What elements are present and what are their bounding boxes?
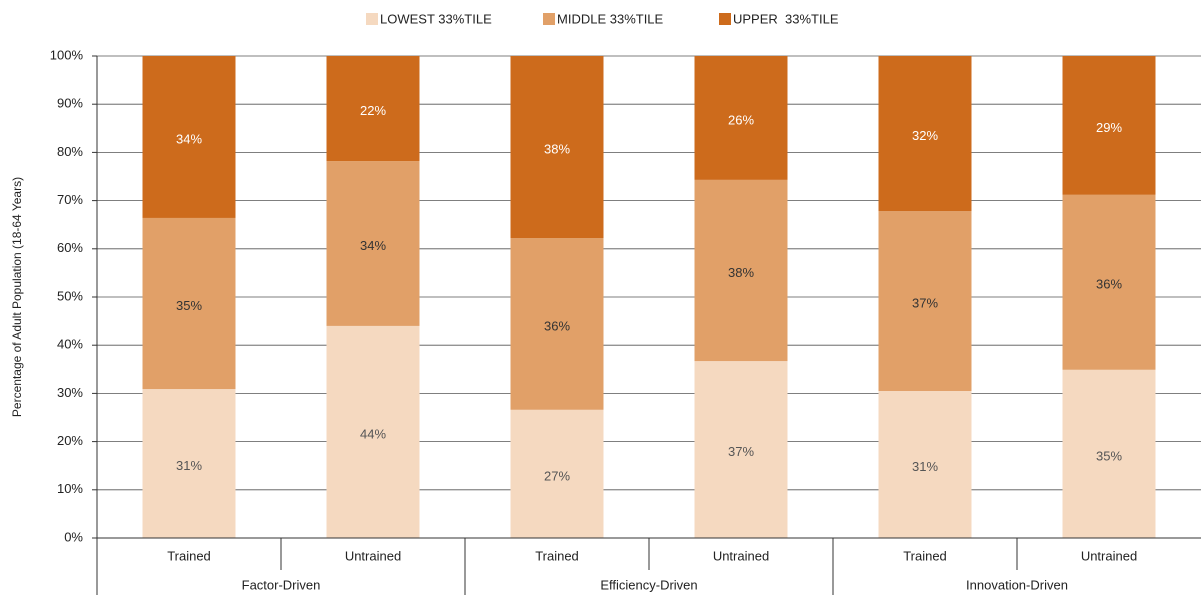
data-label: 34% bbox=[176, 131, 202, 146]
data-label: 37% bbox=[912, 296, 938, 311]
bar-segment bbox=[142, 389, 236, 538]
y-tick-label: 90% bbox=[57, 96, 83, 111]
data-label: 34% bbox=[360, 238, 386, 253]
legend-label: UPPER 33%TILE bbox=[733, 11, 839, 26]
y-axis-label: Percentage of Adult Population (18-64 Ye… bbox=[10, 177, 24, 417]
y-tick-label: 60% bbox=[57, 240, 83, 255]
group-label: Factor-Driven bbox=[242, 577, 321, 592]
bar-segment bbox=[510, 409, 604, 538]
bar-segment bbox=[326, 56, 420, 162]
legend-label: LOWEST 33%TILE bbox=[380, 11, 492, 26]
y-tick-label: 0% bbox=[64, 529, 83, 544]
bar-segment bbox=[1062, 369, 1156, 538]
bar-segment bbox=[1062, 194, 1156, 370]
bar-segment bbox=[326, 161, 420, 326]
data-label: 29% bbox=[1096, 120, 1122, 135]
data-label: 22% bbox=[360, 103, 386, 118]
data-label: 38% bbox=[728, 265, 754, 280]
x-tick-label: Untrained bbox=[1081, 548, 1137, 563]
bar-segment bbox=[878, 211, 972, 391]
bar-segment bbox=[694, 361, 788, 538]
data-label: 35% bbox=[1096, 448, 1122, 463]
data-label: 44% bbox=[360, 426, 386, 441]
y-tick-label: 50% bbox=[57, 288, 83, 303]
bar-segment bbox=[142, 217, 236, 390]
y-tick-label: 80% bbox=[57, 144, 83, 159]
data-label: 26% bbox=[728, 112, 754, 127]
bar-segment bbox=[326, 325, 420, 538]
x-tick-label: Trained bbox=[903, 548, 947, 563]
bar-segment bbox=[878, 390, 972, 538]
x-tick-label: Trained bbox=[535, 548, 579, 563]
data-label: 35% bbox=[176, 298, 202, 313]
bar-segment bbox=[694, 56, 788, 180]
data-label: 38% bbox=[544, 142, 570, 157]
data-label: 31% bbox=[912, 459, 938, 474]
bar-segment bbox=[878, 56, 972, 212]
y-tick-label: 20% bbox=[57, 433, 83, 448]
y-tick-label: 100% bbox=[50, 47, 84, 62]
y-tick-label: 40% bbox=[57, 337, 83, 352]
bar-segment bbox=[142, 56, 236, 218]
x-tick-label: Trained bbox=[167, 548, 211, 563]
data-label: 36% bbox=[1096, 277, 1122, 292]
group-label: Efficiency-Driven bbox=[600, 577, 697, 592]
bar-segment bbox=[510, 238, 604, 410]
bar-segment bbox=[1062, 56, 1156, 195]
data-label: 27% bbox=[544, 468, 570, 483]
data-label: 31% bbox=[176, 458, 202, 473]
x-tick-label: Untrained bbox=[345, 548, 401, 563]
bar-segment bbox=[510, 56, 604, 239]
legend-swatch bbox=[719, 13, 731, 25]
data-label: 32% bbox=[912, 128, 938, 143]
bar-segment bbox=[694, 179, 788, 362]
data-label: 37% bbox=[728, 444, 754, 459]
legend-swatch bbox=[543, 13, 555, 25]
x-tick-label: Untrained bbox=[713, 548, 769, 563]
legend-label: MIDDLE 33%TILE bbox=[557, 11, 664, 26]
y-tick-label: 10% bbox=[57, 481, 83, 496]
group-label: Innovation-Driven bbox=[966, 577, 1068, 592]
data-label: 36% bbox=[544, 318, 570, 333]
y-tick-label: 30% bbox=[57, 385, 83, 400]
legend-swatch bbox=[366, 13, 378, 25]
y-tick-label: 70% bbox=[57, 192, 83, 207]
